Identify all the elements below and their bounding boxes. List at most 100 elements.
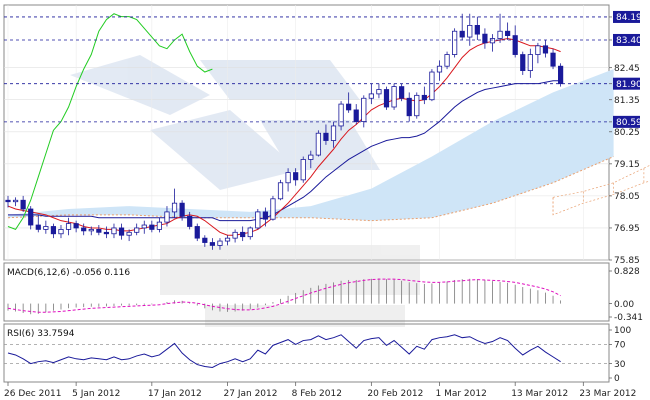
candle-body-bull [134,227,140,233]
price-tag [613,10,640,23]
candles [5,13,564,250]
candle-body-bear [35,224,41,230]
candle [134,223,140,236]
candle-body-bear [202,237,208,243]
candle-body-bear [293,172,299,181]
candle-body-bear [346,103,352,111]
candle [217,238,223,250]
rsi-panel [3,323,610,383]
candle-body-bull [12,199,19,203]
candle-body-bear [421,94,427,101]
candle [277,179,284,201]
candle [65,217,72,236]
x-tick-label: 23 Mar 2012 [579,389,636,399]
macd-y-tick-label: 0.00 [614,300,634,310]
candle-body-bear [399,86,405,99]
rsi-y-tick-label: 100 [614,326,631,336]
rsi-label: RSI(6) 33.7594 [7,329,75,339]
candle-body-bull [255,211,261,229]
price-tag-label: 84.19 [616,13,642,23]
candle [240,226,246,242]
candle-body-bull [527,54,533,71]
candle-body-bear [520,54,526,71]
candle [43,220,49,234]
candle [149,220,155,233]
x-tick-label: 13 Mar 2012 [511,389,568,399]
candle-body-bull [444,54,450,67]
candle [520,51,526,75]
candle [202,235,208,247]
candle-body-bear [240,231,246,238]
macd-y-tick-label: -0.341 [614,313,643,323]
candle-body-bull [414,94,420,117]
candle-body-bull [338,103,344,127]
candle [88,226,94,236]
candle-body-bear [482,33,488,44]
candle-body-bull [232,231,238,239]
x-tick-label: 20 Feb 2012 [367,389,423,399]
macd-label: MACD(6,12,6) -0.056 0.116 [7,268,130,278]
macd-y-tick-label: 0.828 [614,267,640,277]
price-tag-label: 81.90 [616,80,642,90]
candle-body-bull [156,221,162,230]
candle-body-bear [459,30,465,38]
candle [421,86,427,105]
candle-body-bull [376,89,382,95]
candle-body-bear [118,227,125,236]
candle-body-bull [361,97,367,122]
candle [429,69,435,102]
candle [300,156,306,183]
rsi-indicator: 100 70 30 0 [4,326,631,384]
kumo-cloud [8,69,614,221]
candle-body-bear [323,132,329,141]
candle [247,226,253,240]
candle-body-bull [58,228,64,235]
candle-body-bear [96,228,102,233]
candle [558,63,564,87]
candle [262,207,268,227]
x-tick-label: 5 Jan 2012 [72,389,120,399]
candle [96,225,102,236]
candle [542,39,549,58]
candle-body-bull [217,240,223,246]
candle [28,206,34,230]
candle-body-bull [43,226,49,230]
candle [232,229,238,243]
candle-body-bull [330,125,337,141]
candle-body-bull [535,45,541,55]
y-tick-label: 79.15 [614,160,640,170]
candle-body-bear [512,35,518,55]
candle [293,168,299,186]
candle [474,16,480,40]
price-tag [613,115,640,128]
indicator-lines [7,13,561,236]
candle-body-bull [436,65,443,73]
candle [5,195,11,208]
candle [527,48,533,78]
candle [224,235,231,246]
candle [171,188,178,218]
candle [376,83,382,99]
candle-body-bear [179,202,185,217]
candle [399,83,405,102]
macd-panel [3,262,610,322]
candle-body-bull [171,202,178,213]
candle [270,195,276,221]
candle [383,86,390,110]
candle-body-bull [391,86,397,108]
candle [436,60,443,81]
candle [126,229,132,242]
candle-body-bear [383,89,390,108]
x-axis: 26 Dec 2011 5 Jan 2012 17 Jan 2012 27 Jan 2… [4,382,636,399]
candle-body-bear [209,242,215,246]
candle [308,150,314,169]
candle [330,121,337,148]
candle-body-bear [550,52,556,67]
candle-body-bull [111,227,117,235]
candle [81,223,87,236]
x-tick-label: 1 Mar 2012 [435,389,486,399]
y-tick-label: 82.45 [614,64,640,74]
y-tick-label: 75.85 [614,256,640,266]
